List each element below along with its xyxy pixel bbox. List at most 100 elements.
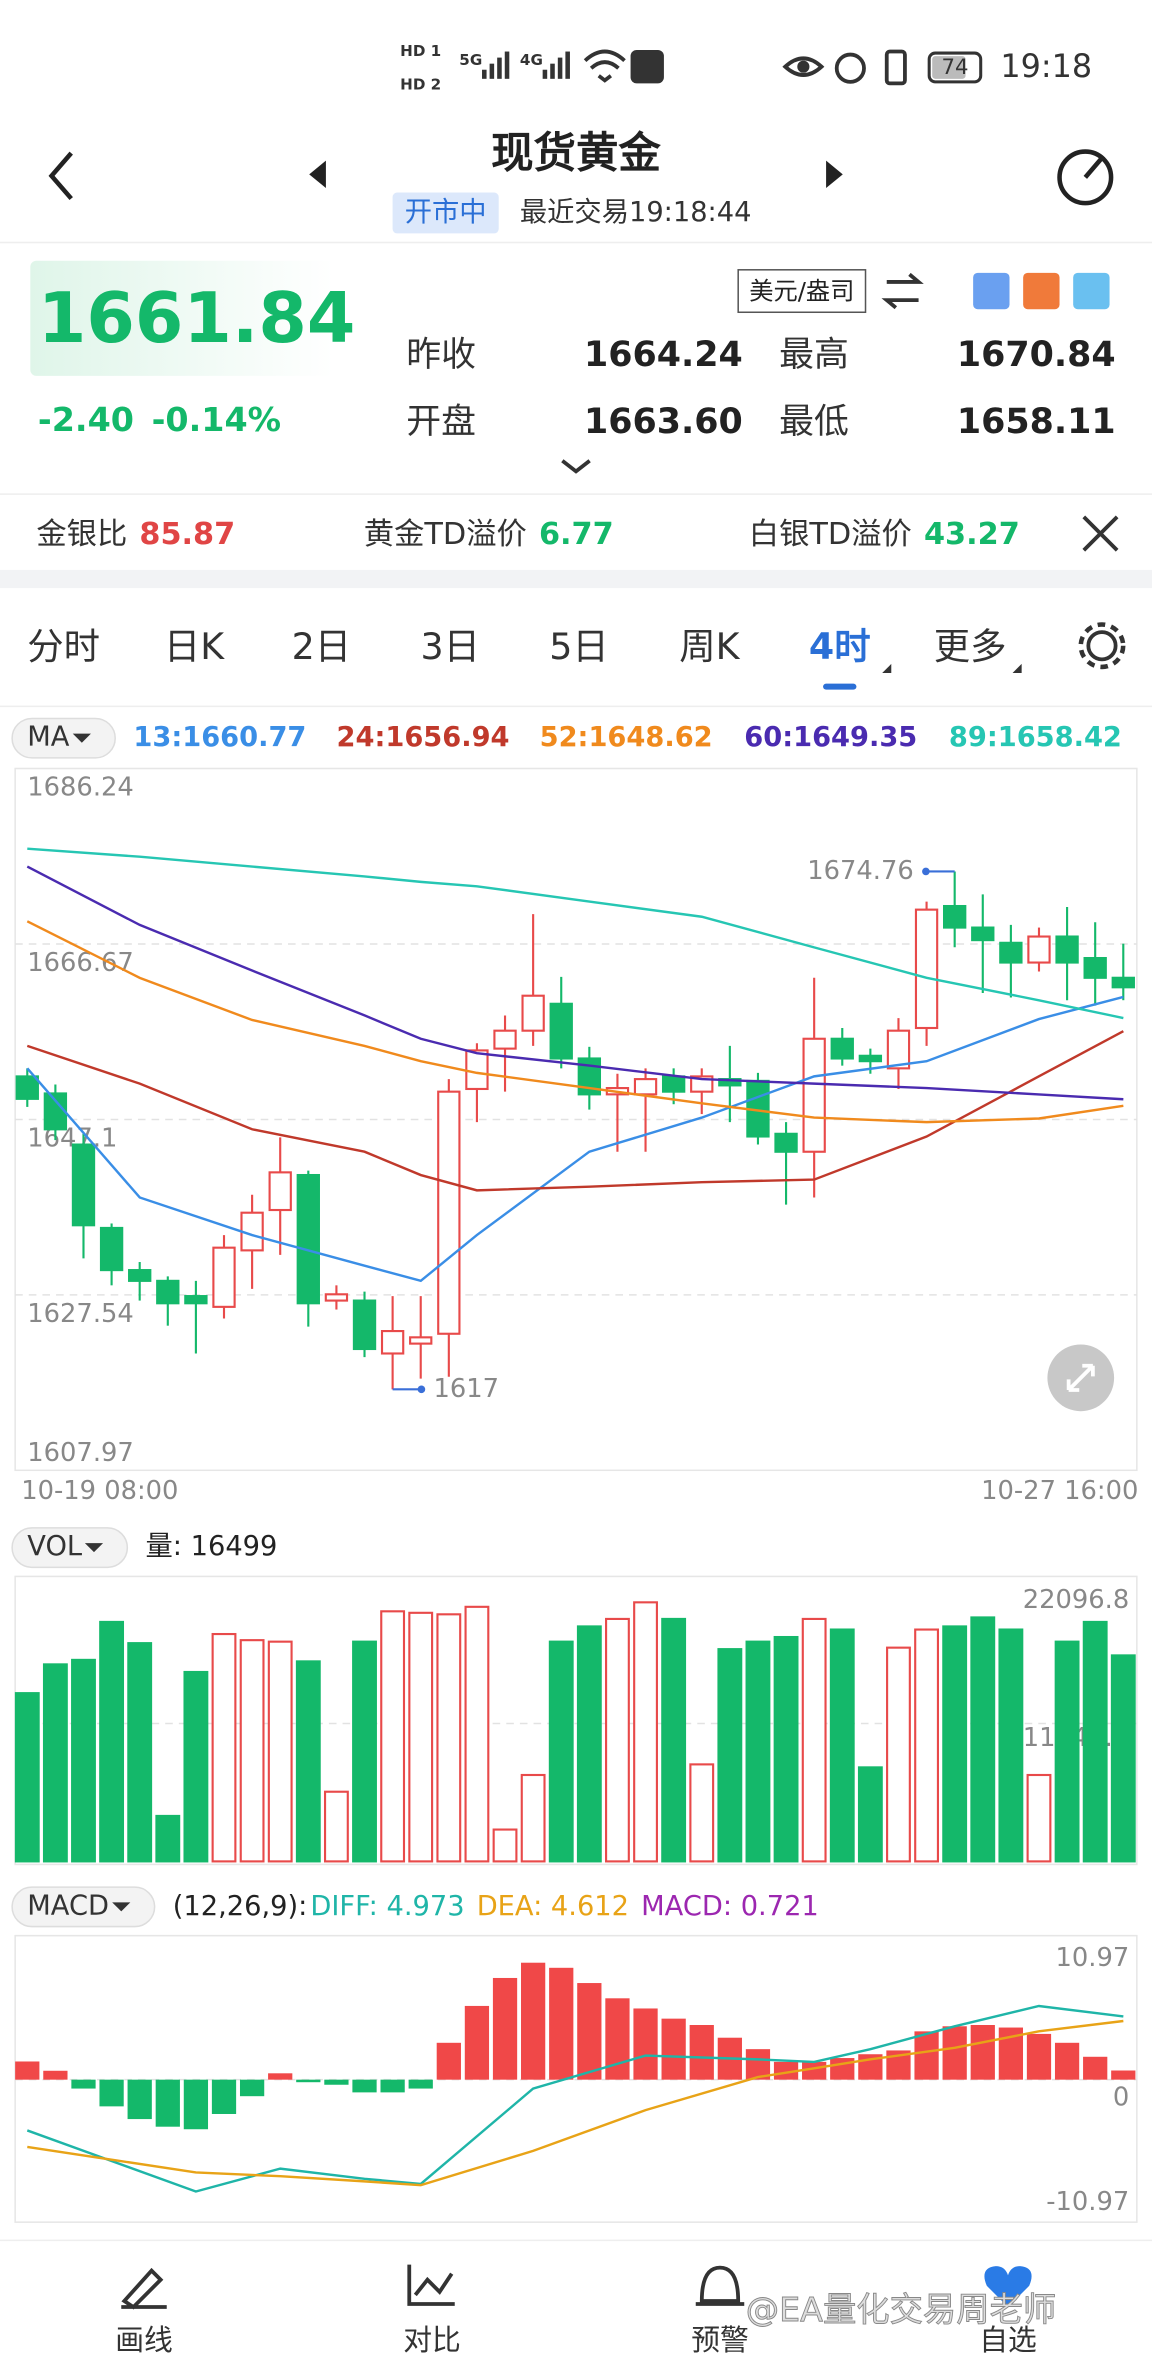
swap-icon[interactable] [881, 272, 924, 310]
candle-body [1111, 976, 1135, 989]
macd-bar [436, 2042, 461, 2080]
volume-bar [1082, 1620, 1108, 1863]
tab[interactable]: 2日 [292, 625, 352, 668]
macd-bar [71, 2079, 96, 2089]
volume-bar [970, 1616, 996, 1863]
volume-bar [211, 1632, 237, 1863]
nav-icon [121, 2267, 167, 2310]
indicator-button-label: MACD [27, 1890, 109, 1921]
macd-bar [1083, 2056, 1108, 2080]
volume-bar [689, 1763, 715, 1863]
macd-bar [689, 2025, 714, 2080]
indicator-line [27, 2019, 1124, 2187]
indicator-button[interactable] [11, 717, 116, 759]
nav-label[interactable]: 自选 [979, 2323, 1037, 2357]
fullscreen-icon [1066, 1363, 1095, 1392]
candle-body [802, 1037, 826, 1153]
ratio-value: 43.27 [924, 517, 1020, 552]
macd-bar [773, 2061, 799, 2080]
y-tick-label: 0 [1113, 2082, 1129, 2112]
ratio: 黄金TD溢价 6.77 [364, 517, 614, 552]
stat-value: 1658.11 [957, 402, 1116, 442]
settings-icon [1078, 622, 1126, 670]
expand-chevron[interactable] [561, 459, 591, 474]
volume-bar [1054, 1640, 1080, 1863]
volume-bar [183, 1670, 209, 1863]
tool-icon[interactable] [1023, 272, 1060, 310]
volume-bar [661, 1617, 687, 1863]
legend-item: 13:1660.77 [133, 722, 306, 753]
macd-bar [492, 1977, 518, 2080]
price: 1661.84 [38, 278, 356, 359]
candle-body [493, 1029, 517, 1050]
candle-body [521, 994, 545, 1032]
tab[interactable]: 分时 [27, 625, 100, 668]
signal [497, 57, 502, 79]
indicator-button-label: MA [27, 722, 70, 753]
fullscreen-button[interactable] [1047, 1344, 1115, 1412]
tab[interactable]: 日K [164, 625, 225, 668]
tool-icon[interactable] [1073, 272, 1110, 310]
macd-bar [380, 2079, 405, 2093]
legend: (12,26,9): DIFF: 4.973 DEA: 4.612 MACD: 0.7… [173, 1890, 819, 1921]
indicator-button[interactable] [11, 1886, 156, 1928]
tab[interactable]: 周K [679, 625, 740, 668]
unit-box[interactable] [737, 269, 867, 314]
back-button[interactable] [48, 151, 73, 201]
status-bar: HD 1 HD 2 5G 4G 74 19:18 [400, 42, 1092, 93]
battery [927, 51, 983, 84]
close-button[interactable] [1082, 515, 1119, 552]
volume-bar [857, 1766, 883, 1863]
change: -2.40 [38, 400, 134, 439]
volume-bar [605, 1617, 630, 1863]
refresh-button[interactable] [1057, 149, 1114, 206]
next-button[interactable] [826, 160, 843, 188]
stat-label: 昨收 [406, 335, 476, 375]
prev-button[interactable] [309, 160, 326, 188]
candle-body [99, 1226, 124, 1272]
volume-bar [1110, 1654, 1136, 1863]
indicator-line [26, 995, 1124, 1283]
y-tick-label: 1686.24 [27, 773, 133, 803]
charts: MA1607.971627.541647.11666.671686.241674… [11, 717, 1138, 2217]
indicator-button[interactable] [11, 1527, 129, 1569]
tab[interactable]: 更多 [934, 625, 1007, 668]
volume-bar [942, 1625, 968, 1863]
signal [504, 51, 510, 79]
settings-button[interactable] [1086, 630, 1118, 662]
nav-bg [0, 2240, 1152, 2376]
alarm-icon [834, 52, 866, 84]
indicator-line [27, 847, 1124, 1020]
eye-icon [782, 56, 825, 77]
macd-bar [15, 2061, 40, 2080]
nav-icon [407, 2264, 455, 2306]
refresh-icon [1083, 154, 1106, 179]
volume-bar [464, 1605, 490, 1863]
nav-label[interactable]: 对比 [403, 2323, 461, 2357]
tab[interactable]: 4时 [809, 625, 871, 668]
volume-bar [886, 1646, 911, 1863]
volume-bar [436, 1613, 462, 1863]
marker-dot [417, 1385, 426, 1394]
stat-value: 1664.24 [584, 335, 743, 375]
ratios: 金银比 85.87 黄金TD溢价 6.77 白银TD溢价 43.27 [0, 515, 1152, 589]
nav-label[interactable]: 预警 [691, 2323, 749, 2357]
candle-body [324, 1293, 349, 1302]
spacer [0, 569, 1152, 589]
volume-bar [155, 1814, 181, 1863]
tabs: 分时 日K 2日 3日 5日 周K 4时 更多 [0, 622, 1152, 708]
network-label: 5G [459, 51, 482, 69]
indicator-line [26, 1030, 1124, 1192]
tab[interactable]: 3日 [420, 625, 480, 668]
signal [550, 63, 555, 79]
candle-body [71, 1143, 96, 1227]
stat-label: 最低 [779, 402, 849, 442]
nav-label[interactable]: 画线 [115, 2323, 173, 2357]
quote: 1661.84 -2.40 -0.14% 美元/盎司 昨收 1664.24 最高 16… [0, 260, 1152, 495]
volume-bar [548, 1640, 574, 1863]
tab[interactable]: 5日 [549, 625, 609, 668]
title: 现货黄金 [491, 130, 661, 179]
candle-body [1083, 956, 1107, 979]
tool-icon[interactable] [973, 272, 1010, 310]
candle-body [886, 1029, 911, 1070]
